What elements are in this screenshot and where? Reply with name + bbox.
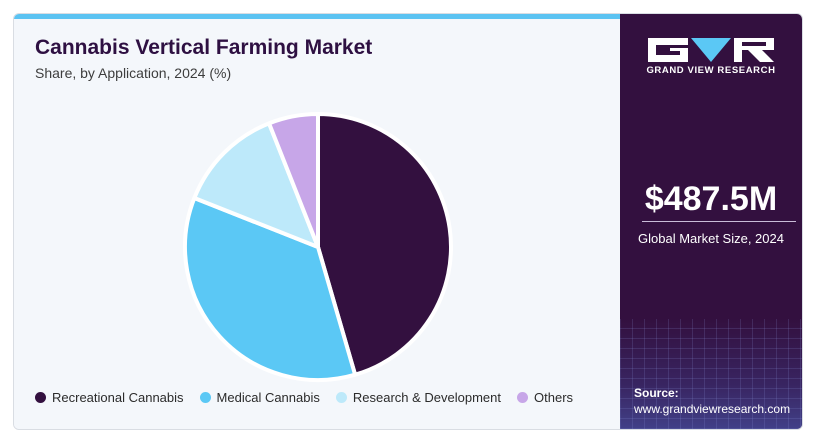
chart-card: Cannabis Vertical Farming Market Share, … (13, 13, 803, 430)
legend-swatch (199, 392, 211, 403)
legend-label: Medical Cannabis (216, 390, 320, 405)
source-link[interactable]: www.grandviewresearch.com (634, 402, 791, 416)
accent-bar (14, 14, 620, 19)
pie-slice-medical-cannabis (183, 196, 358, 382)
legend-item: Recreational Cannabis (35, 390, 184, 405)
pie-slice-others (267, 112, 320, 249)
gvr-logo-icon (648, 38, 774, 62)
chart-legend: Recreational Cannabis Medical Cannabis Res… (35, 390, 589, 405)
legend-item: Others (517, 390, 573, 405)
legend-label: Research & Development (352, 390, 502, 405)
pie-slice-research-development (192, 121, 320, 249)
chart-subtitle: Share, by Application, 2024 (%) (35, 65, 232, 81)
legend-label: Others (534, 390, 574, 405)
legend-swatch (517, 392, 529, 403)
pie-slice-recreational-cannabis (316, 112, 453, 377)
source-title: Source: (634, 386, 679, 400)
legend-swatch (335, 392, 347, 403)
pie-chart (183, 112, 453, 382)
chart-panel: Cannabis Vertical Farming Market Share, … (14, 14, 620, 429)
legend-swatch (35, 392, 46, 403)
info-panel: GRAND VIEW RESEARCH $487.5M Global Marke… (620, 14, 802, 429)
market-size-label: Global Market Size, 2024 (638, 231, 784, 246)
legend-label: Recreational Cannabis (52, 390, 184, 405)
divider (642, 221, 796, 222)
brand-name: GRAND VIEW RESEARCH (646, 65, 776, 76)
grid-decoration (620, 319, 802, 429)
market-size-value: $487.5M (644, 180, 778, 218)
legend-item: Medical Cannabis (199, 390, 320, 405)
legend-item: Research & Development (335, 390, 502, 405)
chart-title: Cannabis Vertical Farming Market (35, 36, 373, 59)
